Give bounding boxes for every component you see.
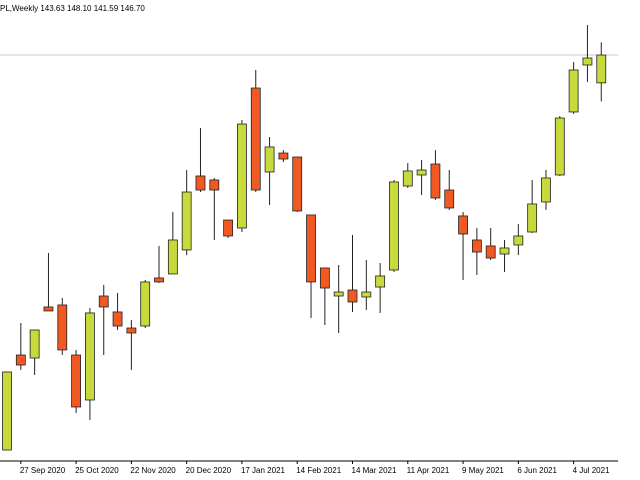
candle-body xyxy=(278,152,289,160)
candle-body xyxy=(237,123,247,229)
x-tick-label: 22 Nov 2020 xyxy=(130,466,176,475)
candle-body xyxy=(112,311,123,327)
candle-body xyxy=(430,163,441,199)
candle-body xyxy=(2,371,12,451)
candle-body xyxy=(306,214,316,283)
candle-body xyxy=(444,189,455,209)
x-tick-label: 6 Jun 2021 xyxy=(517,466,557,475)
candle-body xyxy=(389,181,399,271)
chart-title: PL,Weekly 143.63 148.10 141.59 146.70 xyxy=(0,4,145,13)
x-tick-label: 14 Feb 2021 xyxy=(296,466,341,475)
candle-body xyxy=(319,267,330,289)
candle-body xyxy=(223,219,234,237)
candle-body xyxy=(98,295,109,308)
candle-body xyxy=(471,239,482,253)
candle-body xyxy=(209,179,220,191)
candle-body xyxy=(43,306,54,312)
candle-body xyxy=(167,239,178,275)
candle-body xyxy=(554,117,565,176)
candle-body xyxy=(402,170,413,187)
candle-body xyxy=(250,87,261,191)
candle-body xyxy=(582,57,593,66)
x-tick-label: 17 Jan 2021 xyxy=(241,466,286,475)
candle-body xyxy=(57,304,68,351)
x-tick-label: 11 Apr 2021 xyxy=(407,466,450,475)
x-tick-label: 4 Jul 2021 xyxy=(573,466,610,475)
x-tick-label: 27 Sep 2020 xyxy=(20,466,66,475)
candle-body xyxy=(140,281,151,327)
x-tick-label: 14 Mar 2021 xyxy=(352,466,397,475)
candle-body xyxy=(85,312,95,401)
candle-body xyxy=(333,291,344,297)
candle-body xyxy=(568,69,579,113)
candle-body xyxy=(416,169,427,176)
candle-body xyxy=(513,235,524,246)
candle-body xyxy=(126,327,137,334)
candle-body xyxy=(71,354,81,408)
x-tick-label: 25 Oct 2020 xyxy=(75,466,119,475)
candle-body xyxy=(527,203,538,233)
candle-body xyxy=(181,191,192,251)
candle-body xyxy=(361,291,372,298)
candle-body xyxy=(485,245,496,259)
candle-body xyxy=(292,156,303,212)
candle-body xyxy=(154,277,164,283)
candle-body xyxy=(375,275,386,288)
candle-body xyxy=(458,215,468,235)
candle-body xyxy=(195,175,206,191)
candle-body xyxy=(264,146,275,173)
candle-body xyxy=(541,177,551,203)
x-tick-label: 9 May 2021 xyxy=(462,466,504,475)
candle-body xyxy=(29,329,40,359)
x-tick-label: 20 Dec 2020 xyxy=(186,466,232,475)
candle-body xyxy=(15,354,26,366)
candle-body xyxy=(596,54,607,84)
candle-body xyxy=(347,289,358,303)
candle-body xyxy=(499,247,510,255)
